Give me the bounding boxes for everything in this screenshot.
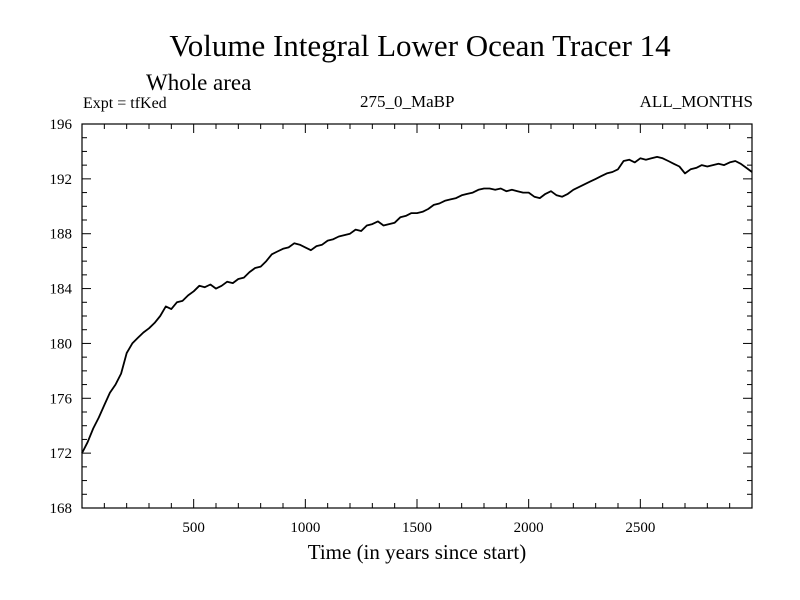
x-tick-label: 2500 — [625, 520, 655, 536]
series-line — [81, 155, 753, 454]
y-tick-label: 180 — [50, 336, 73, 352]
chart-subtitle: Whole area — [146, 70, 252, 95]
y-tick-label: 172 — [50, 446, 73, 462]
x-axis-label: Time (in years since start) — [307, 540, 527, 564]
x-tick-label: 500 — [182, 520, 205, 536]
season-label: ALL_MONTHS — [639, 92, 753, 111]
y-tick-label: 176 — [50, 391, 73, 407]
y-tick-label: 188 — [50, 227, 73, 243]
x-tick-label: 1500 — [402, 520, 432, 536]
tick-labels: 500 1000 1500 2000 2500 168 172 176 180 184 188 192… — [50, 117, 656, 536]
series-group — [81, 155, 753, 454]
y-tick-label: 192 — [50, 172, 73, 188]
y-tick-label: 196 — [50, 117, 73, 133]
axis-ticks — [82, 124, 752, 508]
x-tick-label: 2000 — [514, 520, 544, 536]
y-tick-label: 168 — [50, 501, 73, 517]
experiment-name: 275_0_MaBP — [360, 92, 455, 111]
plot-frame — [81, 123, 753, 509]
x-tick-label: 1000 — [290, 520, 320, 536]
y-tick-label: 184 — [50, 282, 73, 298]
experiment-label: Expt = tfKed — [83, 95, 167, 112]
chart-title: Volume Integral Lower Ocean Tracer 14 — [169, 28, 671, 63]
